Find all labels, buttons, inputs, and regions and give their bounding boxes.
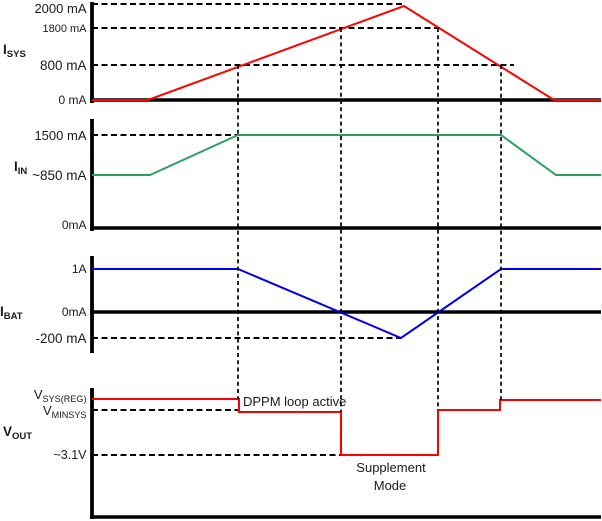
panel-iin: 1500 mA ~850 mA 0mA IIN: [14, 119, 601, 232]
ibat-tick-label-0: 1A: [72, 262, 87, 276]
isys-tick-label-0: 2000 mA: [34, 1, 86, 16]
vout-tick-label-0: VSYS(REG): [34, 387, 87, 404]
ibat-trace: [92, 268, 601, 340]
annotation-mode: Mode: [374, 478, 407, 493]
iin-tick-label-2: 0mA: [62, 218, 87, 232]
panel-isys: 2000 mA 1800 mA 800 mA 0 mA ISYS: [3, 1, 601, 107]
iin-panel-label: IIN: [14, 159, 27, 177]
annotation-supplement: Supplement: [356, 460, 426, 475]
iin-tick-label-1: ~850 mA: [32, 168, 86, 183]
isys-tick-label-2: 800 mA: [40, 58, 87, 73]
iin-tick-label-0: 1500 mA: [34, 128, 86, 143]
vout-tick-label-1: VMINSYS: [43, 403, 87, 420]
ibat-tick-label-1: 0mA: [62, 305, 87, 319]
vout-panel-label: VOUT: [3, 424, 32, 442]
panel-ibat: 1A 0mA -200 mA IBAT: [0, 256, 601, 353]
iin-trace: [92, 134, 601, 176]
vout-tick-label-2: ~3.1V: [53, 448, 87, 462]
annotation-dppm-loop-active: DPPM loop active: [243, 394, 346, 409]
vout-trace: [92, 398, 601, 456]
panel-vout: VSYS(REG)VMINSYS ~3.1V VOUT: [3, 387, 601, 519]
isys-tick-label-3: 0 mA: [58, 93, 86, 107]
isys-trace: [92, 4, 601, 101]
isys-panel-label: ISYS: [3, 42, 26, 60]
ibat-panel-label: IBAT: [0, 304, 23, 322]
ibat-tick-label-2: -200 mA: [35, 331, 86, 346]
isys-tick-label-1: 1800 mA: [42, 23, 87, 35]
